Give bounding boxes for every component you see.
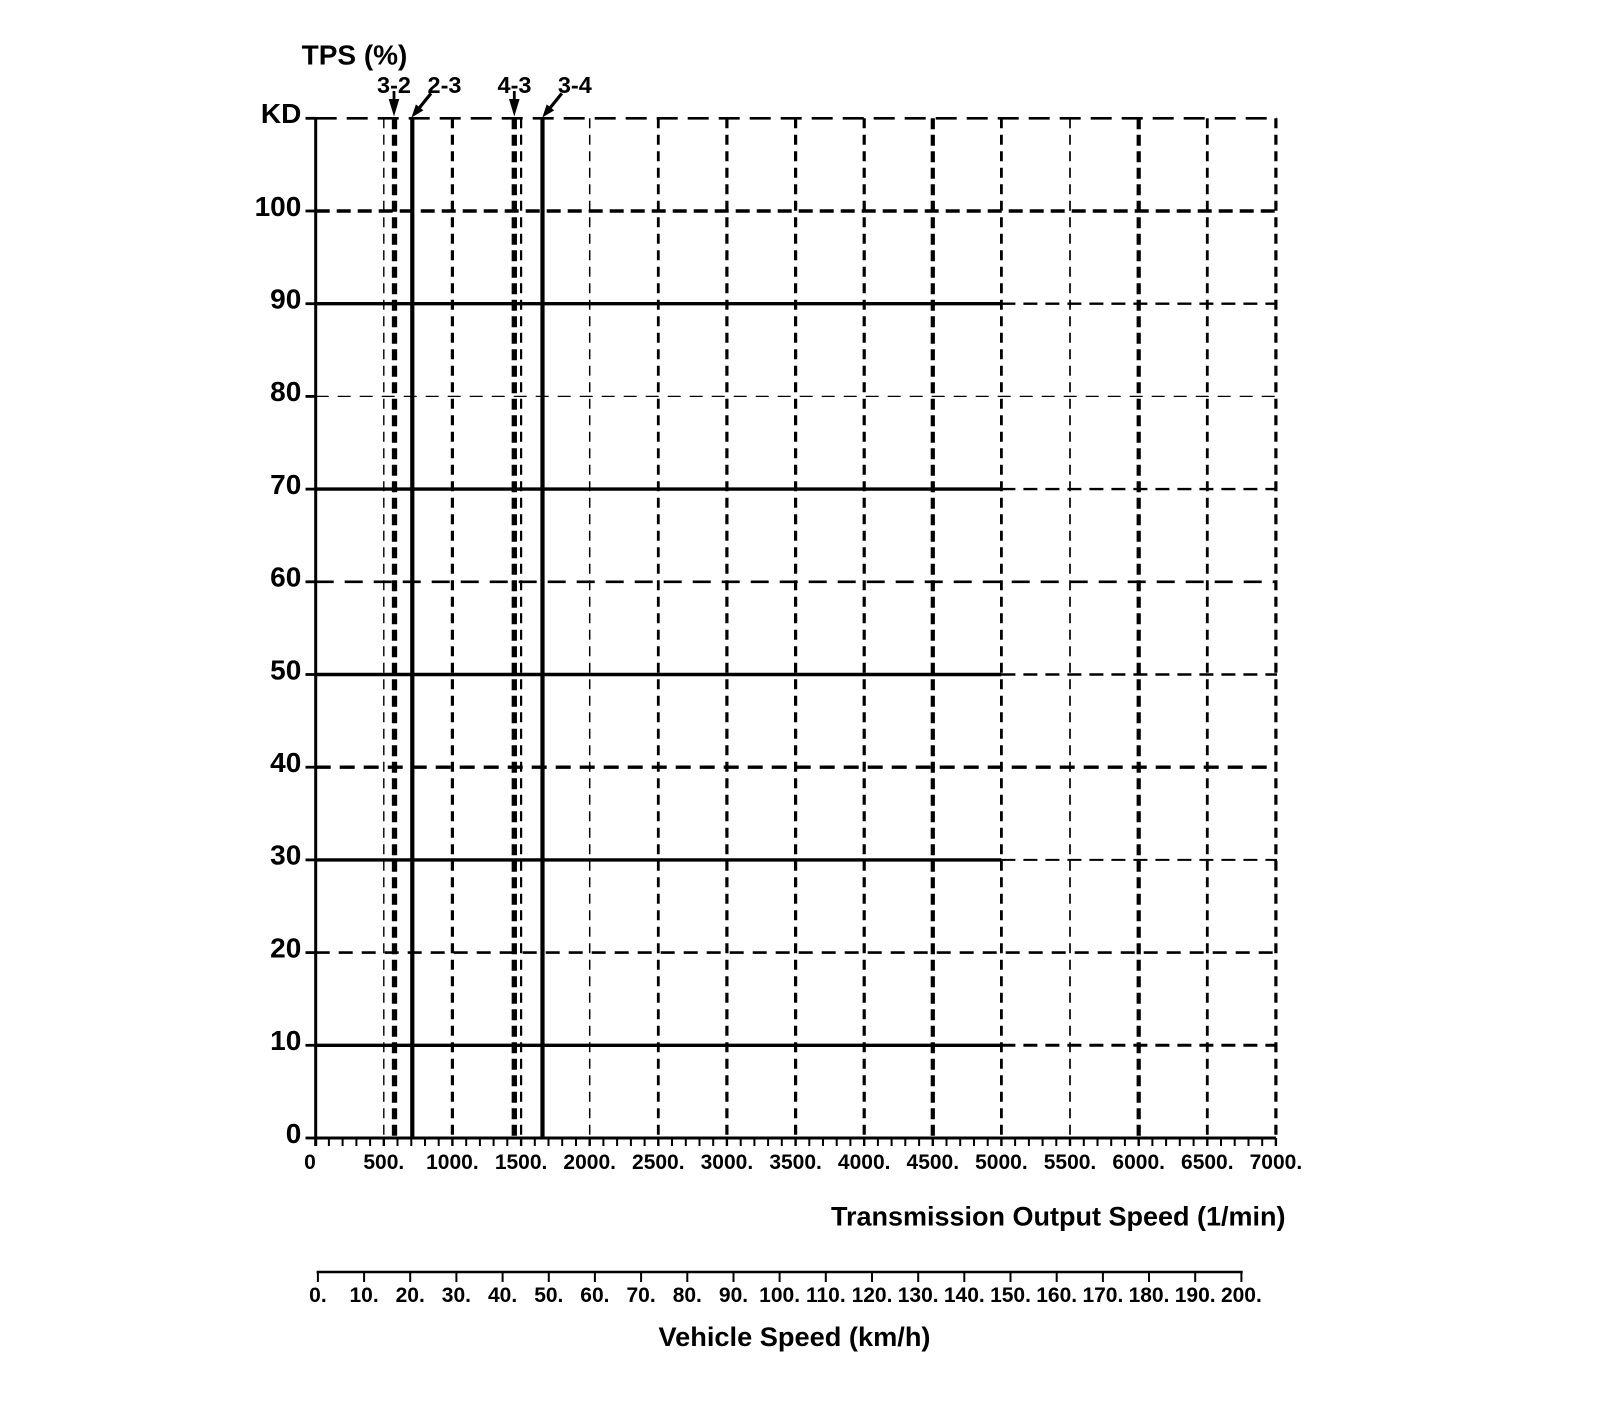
svg-text:2000.: 2000. [563, 1151, 616, 1174]
svg-text:140.: 140. [944, 1284, 985, 1307]
svg-text:170.: 170. [1082, 1284, 1123, 1307]
svg-text:50: 50 [270, 654, 301, 685]
svg-text:60: 60 [270, 562, 301, 593]
svg-text:TPS (%): TPS (%) [302, 40, 408, 71]
svg-text:Vehicle Speed (km/h): Vehicle Speed (km/h) [659, 1321, 931, 1352]
svg-text:100: 100 [255, 191, 302, 222]
svg-text:70.: 70. [626, 1284, 655, 1307]
svg-text:5000.: 5000. [975, 1151, 1028, 1174]
svg-text:30.: 30. [442, 1284, 471, 1307]
svg-text:40: 40 [270, 747, 301, 778]
svg-text:20: 20 [270, 932, 301, 963]
svg-text:160.: 160. [1036, 1284, 1077, 1307]
svg-text:10: 10 [270, 1025, 301, 1056]
svg-text:1000.: 1000. [426, 1151, 479, 1174]
svg-text:2-3: 2-3 [428, 72, 462, 98]
svg-text:180.: 180. [1129, 1284, 1170, 1307]
svg-text:0.: 0. [309, 1284, 327, 1307]
svg-text:3-4: 3-4 [558, 72, 592, 98]
svg-text:20.: 20. [396, 1284, 425, 1307]
svg-text:4500.: 4500. [907, 1151, 960, 1174]
svg-text:60.: 60. [580, 1284, 609, 1307]
svg-text:150.: 150. [990, 1284, 1031, 1307]
svg-text:190.: 190. [1175, 1284, 1216, 1307]
svg-text:70: 70 [270, 469, 301, 500]
svg-text:6500.: 6500. [1181, 1151, 1234, 1174]
svg-text:6000.: 6000. [1112, 1151, 1165, 1174]
svg-text:2500.: 2500. [632, 1151, 685, 1174]
svg-text:Transmission Output Speed (1/m: Transmission Output Speed (1/min) [831, 1202, 1286, 1232]
svg-text:500.: 500. [363, 1151, 404, 1174]
svg-text:10.: 10. [349, 1284, 378, 1307]
svg-text:90: 90 [270, 284, 301, 315]
svg-text:80: 80 [270, 376, 301, 407]
svg-text:1500.: 1500. [495, 1151, 548, 1174]
svg-text:0: 0 [286, 1118, 302, 1149]
svg-text:90.: 90. [719, 1284, 748, 1307]
svg-text:100.: 100. [759, 1284, 800, 1307]
svg-text:40.: 40. [488, 1284, 517, 1307]
svg-text:0: 0 [304, 1151, 316, 1174]
svg-text:80.: 80. [673, 1284, 702, 1307]
svg-text:5500.: 5500. [1044, 1151, 1097, 1174]
svg-text:110.: 110. [806, 1284, 846, 1307]
svg-text:KD: KD [261, 98, 301, 129]
svg-text:4000.: 4000. [838, 1151, 891, 1174]
svg-text:30: 30 [270, 840, 301, 871]
svg-text:130.: 130. [898, 1284, 939, 1307]
svg-text:3500.: 3500. [769, 1151, 822, 1174]
svg-text:200.: 200. [1221, 1284, 1262, 1307]
svg-text:7000.: 7000. [1250, 1151, 1303, 1174]
svg-text:50.: 50. [534, 1284, 563, 1307]
svg-text:120.: 120. [852, 1284, 893, 1307]
svg-text:3000.: 3000. [701, 1151, 754, 1174]
